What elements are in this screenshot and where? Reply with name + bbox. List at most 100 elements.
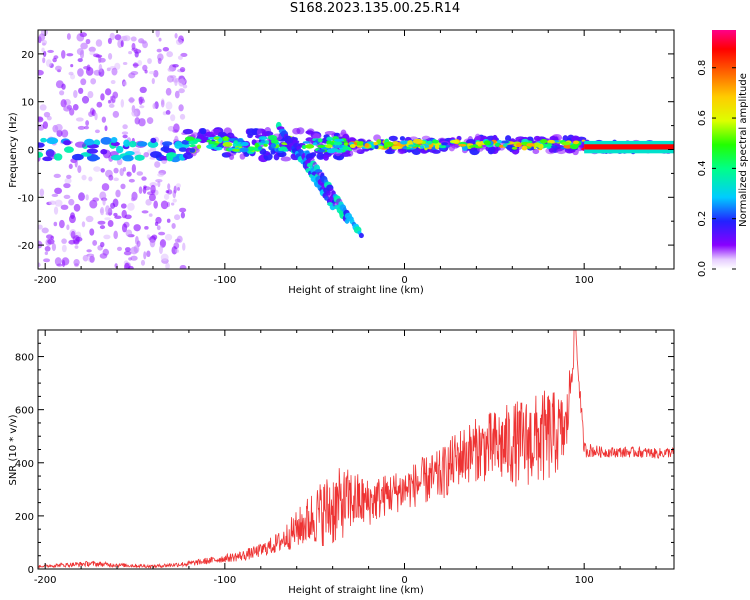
- halo-blob: [256, 128, 262, 136]
- noise-blob: [157, 172, 165, 177]
- noise-blob: [165, 101, 173, 110]
- noise-blob: [158, 245, 163, 255]
- noise-blob: [88, 176, 93, 182]
- noise-blob: [38, 33, 46, 42]
- noise-blob: [83, 125, 90, 130]
- noise-blob: [55, 65, 62, 72]
- noise-blob: [102, 248, 110, 256]
- signal-blob: [326, 148, 336, 154]
- noise-blob: [81, 221, 86, 228]
- noise-blob: [61, 244, 67, 253]
- signal-blob: [419, 145, 425, 149]
- noise-blob: [86, 249, 92, 253]
- signal-blob: [189, 148, 196, 153]
- signal-blob: [332, 141, 343, 146]
- noise-blob: [128, 265, 134, 269]
- signal-blob: [150, 151, 162, 158]
- noise-blob: [144, 226, 149, 230]
- noise-blob: [138, 118, 146, 127]
- noise-blob: [63, 106, 71, 112]
- noise-blob: [59, 219, 65, 229]
- signal-blob: [434, 144, 440, 150]
- noise-blob: [163, 193, 170, 200]
- signal-blob: [278, 147, 283, 152]
- noise-blob: [60, 204, 69, 210]
- noise-blob: [63, 194, 71, 200]
- noise-blob: [75, 117, 84, 122]
- y-tick-label: 10: [21, 98, 34, 109]
- signal-blob: [332, 145, 343, 149]
- noise-blob: [133, 224, 141, 232]
- noise-blob: [156, 225, 161, 231]
- signal-blob: [223, 136, 229, 142]
- halo-blob: [421, 135, 431, 141]
- signal-blob: [561, 141, 571, 146]
- noise-blob: [179, 207, 187, 213]
- noise-blob: [136, 240, 141, 247]
- noise-blob: [170, 114, 176, 122]
- halo-blob: [474, 133, 481, 142]
- signal-blob: [150, 137, 157, 143]
- signal-blob: [469, 145, 475, 148]
- noise-blob: [175, 183, 182, 189]
- noise-blob: [94, 129, 100, 134]
- halo-blob: [280, 156, 291, 162]
- signal-blob: [184, 136, 195, 142]
- noise-blob: [82, 254, 89, 262]
- noise-blob: [160, 200, 169, 210]
- noise-blob: [42, 57, 46, 64]
- noise-blob: [52, 57, 57, 63]
- snr-plot-area: [38, 330, 674, 569]
- signal-blob: [483, 140, 491, 146]
- noise-blob: [174, 33, 178, 39]
- halo-blob: [399, 136, 406, 141]
- y-tick-label: -10: [18, 193, 34, 204]
- signal-blob: [211, 144, 217, 148]
- noise-blob: [142, 41, 148, 49]
- noise-blob: [171, 222, 176, 229]
- noise-blob: [73, 239, 80, 245]
- noise-blob: [174, 214, 181, 221]
- halo-blob: [346, 149, 354, 157]
- noise-blob: [141, 210, 149, 214]
- colorbar-gradient: [712, 30, 736, 269]
- noise-blob: [114, 34, 122, 41]
- halo-blob: [388, 135, 398, 142]
- noise-blob: [66, 53, 74, 57]
- signal-blob: [356, 141, 365, 146]
- halo-blob: [292, 127, 301, 135]
- signal-blob: [302, 141, 311, 144]
- noise-blob: [120, 203, 127, 209]
- signal-blob: [475, 141, 482, 146]
- noise-blob: [89, 50, 95, 56]
- x-tick-label: 100: [575, 275, 594, 286]
- noise-blob: [133, 62, 139, 69]
- noise-blob: [70, 212, 75, 219]
- steady-band-core: [584, 144, 674, 150]
- noise-blob: [138, 186, 143, 194]
- noise-blob: [104, 125, 108, 132]
- signal-blob: [45, 150, 56, 158]
- noise-blob: [146, 234, 151, 239]
- signal-blob: [136, 141, 148, 147]
- noise-blob: [130, 246, 138, 255]
- signal-blob: [267, 134, 278, 141]
- noise-blob: [73, 90, 78, 98]
- noise-blob: [120, 183, 126, 190]
- noise-blob: [85, 215, 94, 223]
- x-tick-label: 0: [401, 275, 407, 286]
- noise-blob: [119, 167, 124, 177]
- spectrogram-x-ticks: -200 -100 0 100: [34, 30, 657, 286]
- signal-blob: [335, 149, 343, 153]
- colorbar-tick-label: 0.0: [697, 261, 708, 277]
- noise-blob: [165, 262, 170, 269]
- signal-blob: [312, 142, 318, 146]
- noise-blob: [182, 242, 186, 251]
- noise-blob: [155, 216, 162, 224]
- signal-blob: [500, 140, 510, 144]
- signal-blob: [196, 144, 202, 149]
- noise-blob: [41, 39, 48, 45]
- noise-blob: [61, 238, 67, 244]
- noise-blob: [128, 257, 133, 261]
- noise-blob: [177, 55, 183, 60]
